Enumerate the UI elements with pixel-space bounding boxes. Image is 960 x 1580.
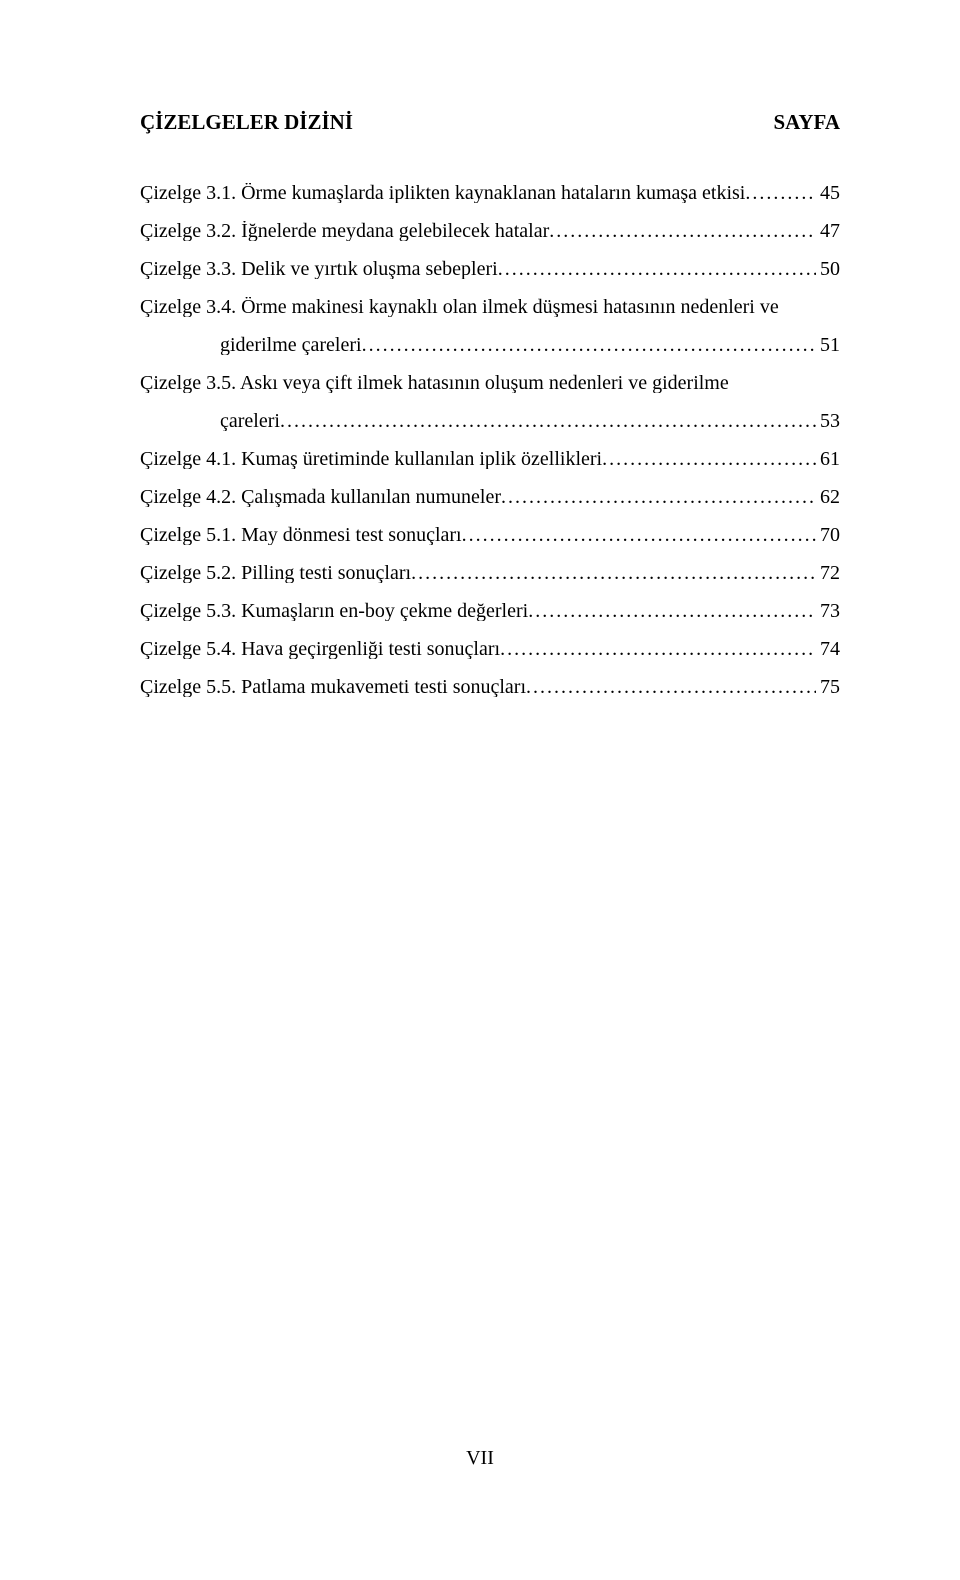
toc-page-number: 75 bbox=[816, 677, 840, 697]
toc-page-number: 47 bbox=[816, 221, 840, 241]
toc-page-number: 45 bbox=[816, 183, 840, 203]
toc-dots bbox=[501, 487, 816, 507]
toc-entry-line: Çizelge 3.3. Delik ve yırtık oluşma sebe… bbox=[140, 259, 840, 279]
toc-entry-line: Çizelge 4.2. Çalışmada kullanılan numune… bbox=[140, 487, 840, 507]
toc-page-number: 62 bbox=[816, 487, 840, 507]
toc-entry-line: Çizelge 3.4. Örme makinesi kaynaklı olan… bbox=[140, 297, 840, 317]
toc-entry-continuation-text: çareleri bbox=[220, 411, 280, 431]
toc-dots bbox=[462, 525, 816, 545]
toc-entry-label: Çizelge 5.4. Hava geçirgenliği testi son… bbox=[140, 639, 500, 659]
toc-entry: Çizelge 5.3. Kumaşların en-boy çekme değ… bbox=[140, 601, 840, 621]
toc-entry-line: Çizelge 3.5. Askı veya çift ilmek hatası… bbox=[140, 373, 840, 393]
header-right: SAYFA bbox=[773, 110, 840, 135]
toc-entry-line: Çizelge 5.1. May dönmesi test sonuçları 7… bbox=[140, 525, 840, 545]
toc-entry: Çizelge 3.2. İğnelerde meydana gelebilec… bbox=[140, 221, 840, 241]
toc-entries: Çizelge 3.1. Örme kumaşlarda iplikten ka… bbox=[140, 183, 840, 697]
toc-entry-line: Çizelge 5.3. Kumaşların en-boy çekme değ… bbox=[140, 601, 840, 621]
header-left: ÇİZELGELER DİZİNİ bbox=[140, 110, 353, 135]
toc-entry-continuation: çareleri 53 bbox=[140, 411, 840, 431]
toc-entry-continuation-text: giderilme çareleri bbox=[220, 335, 362, 355]
toc-entry-line: Çizelge 4.1. Kumaş üretiminde kullanılan… bbox=[140, 449, 840, 469]
toc-dots bbox=[745, 183, 816, 203]
toc-dots bbox=[362, 335, 816, 355]
toc-page-number: 50 bbox=[816, 259, 840, 279]
toc-dots bbox=[411, 563, 816, 583]
toc-entry: Çizelge 5.5. Patlama mukavemeti testi so… bbox=[140, 677, 840, 697]
toc-page-number: 73 bbox=[816, 601, 840, 621]
page-footer: VII bbox=[0, 1447, 960, 1470]
toc-entry-label: Çizelge 5.1. May dönmesi test sonuçları bbox=[140, 525, 462, 545]
toc-entry-label: Çizelge 3.4. Örme makinesi kaynaklı olan… bbox=[140, 297, 779, 317]
toc-entry: Çizelge 5.1. May dönmesi test sonuçları 7… bbox=[140, 525, 840, 545]
toc-entry: Çizelge 5.4. Hava geçirgenliği testi son… bbox=[140, 639, 840, 659]
toc-dots bbox=[280, 411, 816, 431]
toc-entry-label: Çizelge 3.3. Delik ve yırtık oluşma sebe… bbox=[140, 259, 498, 279]
toc-entry: Çizelge 4.1. Kumaş üretiminde kullanılan… bbox=[140, 449, 840, 469]
toc-entry-label: Çizelge 5.5. Patlama mukavemeti testi so… bbox=[140, 677, 526, 697]
toc-entry-label: Çizelge 4.2. Çalışmada kullanılan numune… bbox=[140, 487, 501, 507]
toc-page-number: 53 bbox=[816, 411, 840, 431]
header-row: ÇİZELGELER DİZİNİ SAYFA bbox=[140, 110, 840, 135]
toc-entry-continuation: giderilme çareleri 51 bbox=[140, 335, 840, 355]
toc-entry-line: Çizelge 3.2. İğnelerde meydana gelebilec… bbox=[140, 221, 840, 241]
toc-dots bbox=[549, 221, 816, 241]
toc-entry: Çizelge 3.5. Askı veya çift ilmek hatası… bbox=[140, 373, 840, 431]
toc-entry-label: Çizelge 4.1. Kumaş üretiminde kullanılan… bbox=[140, 449, 602, 469]
toc-page-number: 72 bbox=[816, 563, 840, 583]
toc-entry-label: Çizelge 5.2. Pilling testi sonuçları bbox=[140, 563, 411, 583]
toc-entry-line: Çizelge 5.4. Hava geçirgenliği testi son… bbox=[140, 639, 840, 659]
toc-entry: Çizelge 3.1. Örme kumaşlarda iplikten ka… bbox=[140, 183, 840, 203]
toc-entry-line: Çizelge 5.5. Patlama mukavemeti testi so… bbox=[140, 677, 840, 697]
toc-dots bbox=[528, 601, 816, 621]
toc-entry-label: Çizelge 3.1. Örme kumaşlarda iplikten ka… bbox=[140, 183, 745, 203]
toc-entry-label: Çizelge 3.5. Askı veya çift ilmek hatası… bbox=[140, 373, 729, 393]
toc-dots bbox=[498, 259, 816, 279]
toc-dots bbox=[602, 449, 816, 469]
toc-dots bbox=[526, 677, 816, 697]
toc-entry-line: Çizelge 3.1. Örme kumaşlarda iplikten ka… bbox=[140, 183, 840, 203]
toc-entry-label: Çizelge 3.2. İğnelerde meydana gelebilec… bbox=[140, 221, 549, 241]
toc-page-number: 74 bbox=[816, 639, 840, 659]
toc-entry: Çizelge 4.2. Çalışmada kullanılan numune… bbox=[140, 487, 840, 507]
toc-entry: Çizelge 3.4. Örme makinesi kaynaklı olan… bbox=[140, 297, 840, 355]
toc-entry: Çizelge 5.2. Pilling testi sonuçları 72 bbox=[140, 563, 840, 583]
toc-page-number: 70 bbox=[816, 525, 840, 545]
toc-entry-line: Çizelge 5.2. Pilling testi sonuçları 72 bbox=[140, 563, 840, 583]
toc-dots bbox=[500, 639, 816, 659]
toc-entry: Çizelge 3.3. Delik ve yırtık oluşma sebe… bbox=[140, 259, 840, 279]
toc-entry-label: Çizelge 5.3. Kumaşların en-boy çekme değ… bbox=[140, 601, 528, 621]
toc-page-number: 61 bbox=[816, 449, 840, 469]
toc-page-number: 51 bbox=[816, 335, 840, 355]
